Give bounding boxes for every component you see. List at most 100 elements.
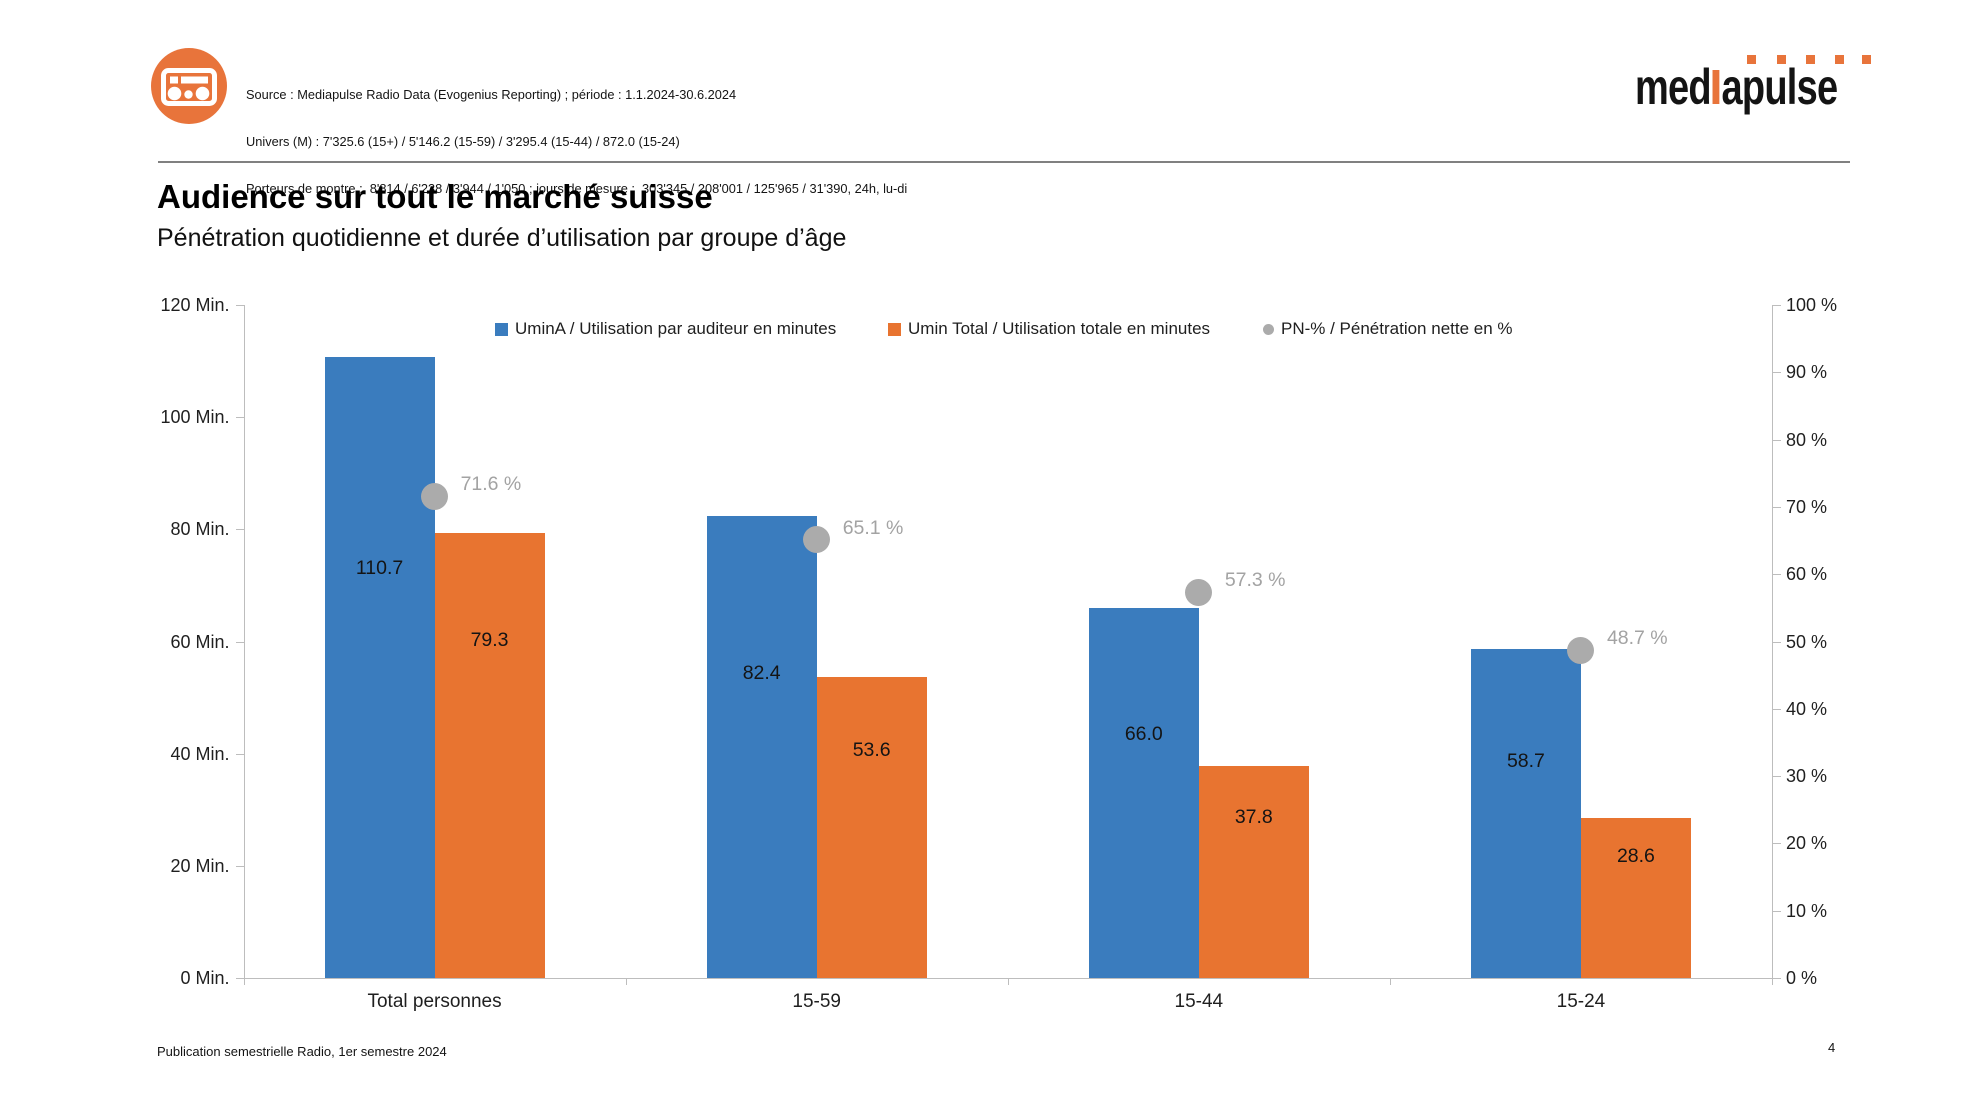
y-axis-left-label: 100 Min.	[160, 407, 230, 428]
x-axis-tick	[1389, 978, 1391, 985]
bar-umintotal-value: 53.6	[852, 738, 891, 761]
y-axis-left-tick	[235, 417, 244, 419]
category-label-4: 15-24	[1556, 991, 1606, 1012]
legend-square-marker	[495, 322, 508, 336]
page-subtitle: Pénétration quotidienne et durée d’utili…	[157, 224, 847, 252]
y-axis-right-tick	[1773, 506, 1781, 508]
legend-item-2: Umin Total / Utilisation totale en minut…	[888, 318, 1210, 340]
x-axis-tick	[1007, 978, 1009, 985]
y-axis-left-label: 0 Min.	[180, 968, 230, 988]
x-axis-tick	[243, 978, 245, 985]
y-axis-right-tick	[1773, 910, 1781, 912]
y-axis-left-tick	[235, 753, 244, 755]
logo-i-accent	[1712, 70, 1720, 104]
y-axis-right-label: 60 %	[1786, 564, 1828, 585]
page-number: 4	[1828, 1040, 1836, 1055]
y-axis-right-tick	[1773, 978, 1781, 979]
bar-umina-value: 110.7	[355, 557, 404, 580]
bar-umina-1	[324, 357, 435, 978]
y-axis-right-tick	[1773, 776, 1781, 778]
y-axis-right-label: 30 %	[1786, 766, 1828, 787]
logo-dot	[1777, 55, 1786, 64]
y-axis-left-label: 20 Min.	[170, 855, 230, 876]
y-axis-right-label: 90 %	[1786, 362, 1828, 383]
pn-dot-2	[803, 526, 831, 554]
pn-value-label: 65.1 %	[842, 516, 904, 539]
source-line-3: Porteurs de montre : 8'814 / 6'238 / 3'9…	[246, 180, 908, 196]
source-note: Source : Mediapulse Radio Data (Evogeniu…	[246, 56, 907, 228]
y-axis-right-label: 100 %	[1786, 295, 1838, 315]
y-axis-right-tick	[1773, 843, 1781, 845]
bar-umina-3	[1088, 607, 1199, 978]
bar-umintotal-value: 37.8	[1234, 805, 1273, 828]
y-axis-left-tick	[235, 865, 244, 867]
y-axis-right-tick	[1773, 641, 1781, 643]
y-axis-right-line	[1772, 305, 1773, 978]
mediapulse-logo-text: med apulse	[1635, 59, 1838, 115]
header-divider	[158, 161, 1850, 163]
bar-umintotal-value: 79.3	[470, 628, 509, 651]
y-axis-right-tick	[1773, 574, 1781, 576]
pn-dot-4	[1567, 636, 1595, 664]
source-line-2: Univers (M) : 7'325.6 (15+) / 5'146.2 (1…	[246, 133, 680, 149]
bar-umintotal-2	[816, 677, 927, 978]
y-axis-left-tick	[235, 529, 244, 531]
y-axis-right-label: 80 %	[1786, 429, 1828, 450]
legend-item-3: PN-% / Pénétration nette en %	[1263, 318, 1513, 340]
bar-umintotal-1	[434, 533, 545, 978]
bar-umina-value: 82.4	[742, 661, 781, 684]
page-title: Audience sur tout le marché suisse	[157, 178, 713, 215]
bar-umintotal-3	[1198, 766, 1309, 978]
x-axis-tick	[1772, 978, 1773, 985]
pn-dot-3	[1185, 578, 1213, 606]
logo-dot	[1862, 55, 1871, 64]
pn-value-label: 48.7 %	[1606, 627, 1668, 650]
legend-label: Umin Total / Utilisation totale en minut…	[908, 319, 1211, 338]
y-axis-right-label: 50 %	[1786, 631, 1828, 652]
bar-umina-value: 58.7	[1506, 749, 1545, 772]
legend-circle-marker	[1263, 323, 1274, 335]
footer-note: Publication semestrielle Radio, 1er seme…	[157, 1044, 447, 1059]
legend-item-1: UminA / Utilisation par auditeur en minu…	[495, 318, 836, 340]
y-axis-right-label: 20 %	[1786, 833, 1828, 854]
y-axis-left-tick	[235, 305, 244, 306]
legend-square-marker	[888, 322, 901, 336]
source-line-1: Source : Mediapulse Radio Data (Evogeniu…	[246, 87, 737, 103]
bar-umina-4	[1470, 648, 1581, 978]
category-label-2: 15-59	[792, 991, 841, 1012]
y-axis-left-tick	[235, 641, 244, 643]
y-axis-left-label: 80 Min.	[170, 519, 230, 540]
radio-icon	[151, 48, 227, 124]
legend-label: PN-% / Pénétration nette en %	[1281, 319, 1513, 338]
y-axis-left-label: 120 Min.	[160, 295, 230, 315]
logo-dot	[1806, 55, 1815, 64]
y-axis-right-tick	[1773, 372, 1781, 374]
y-axis-left-tick	[235, 978, 244, 979]
y-axis-right-label: 40 %	[1786, 698, 1828, 719]
pn-dot-1	[421, 482, 449, 510]
y-axis-right-tick	[1773, 305, 1781, 306]
pn-value-label: 57.3 %	[1224, 569, 1286, 592]
y-axis-right-label: 70 %	[1786, 496, 1828, 517]
y-axis-left-label: 40 Min.	[170, 743, 230, 764]
y-axis-right-tick	[1773, 708, 1781, 710]
bar-umina-value: 66.0	[1124, 722, 1163, 745]
x-axis-tick	[625, 978, 627, 985]
y-axis-left-label: 60 Min.	[170, 631, 230, 652]
logo-dot	[1835, 55, 1844, 64]
logo-dot	[1747, 55, 1756, 64]
legend-label: UminA / Utilisation par auditeur en minu…	[515, 319, 837, 338]
category-label-1: Total personnes	[367, 991, 502, 1012]
bar-umina-2	[706, 515, 817, 978]
y-axis-right-label: 10 %	[1786, 900, 1828, 921]
bar-umintotal-4	[1580, 817, 1691, 978]
pn-value-label: 71.6 %	[460, 473, 522, 496]
bar-umintotal-value: 28.6	[1616, 845, 1655, 868]
y-axis-right-tick	[1773, 439, 1781, 441]
mediapulse-logo: med apulse	[1635, 50, 1935, 116]
category-label-3: 15-44	[1174, 991, 1224, 1012]
y-axis-left-line	[243, 305, 245, 978]
y-axis-right-label: 0 %	[1786, 968, 1818, 988]
